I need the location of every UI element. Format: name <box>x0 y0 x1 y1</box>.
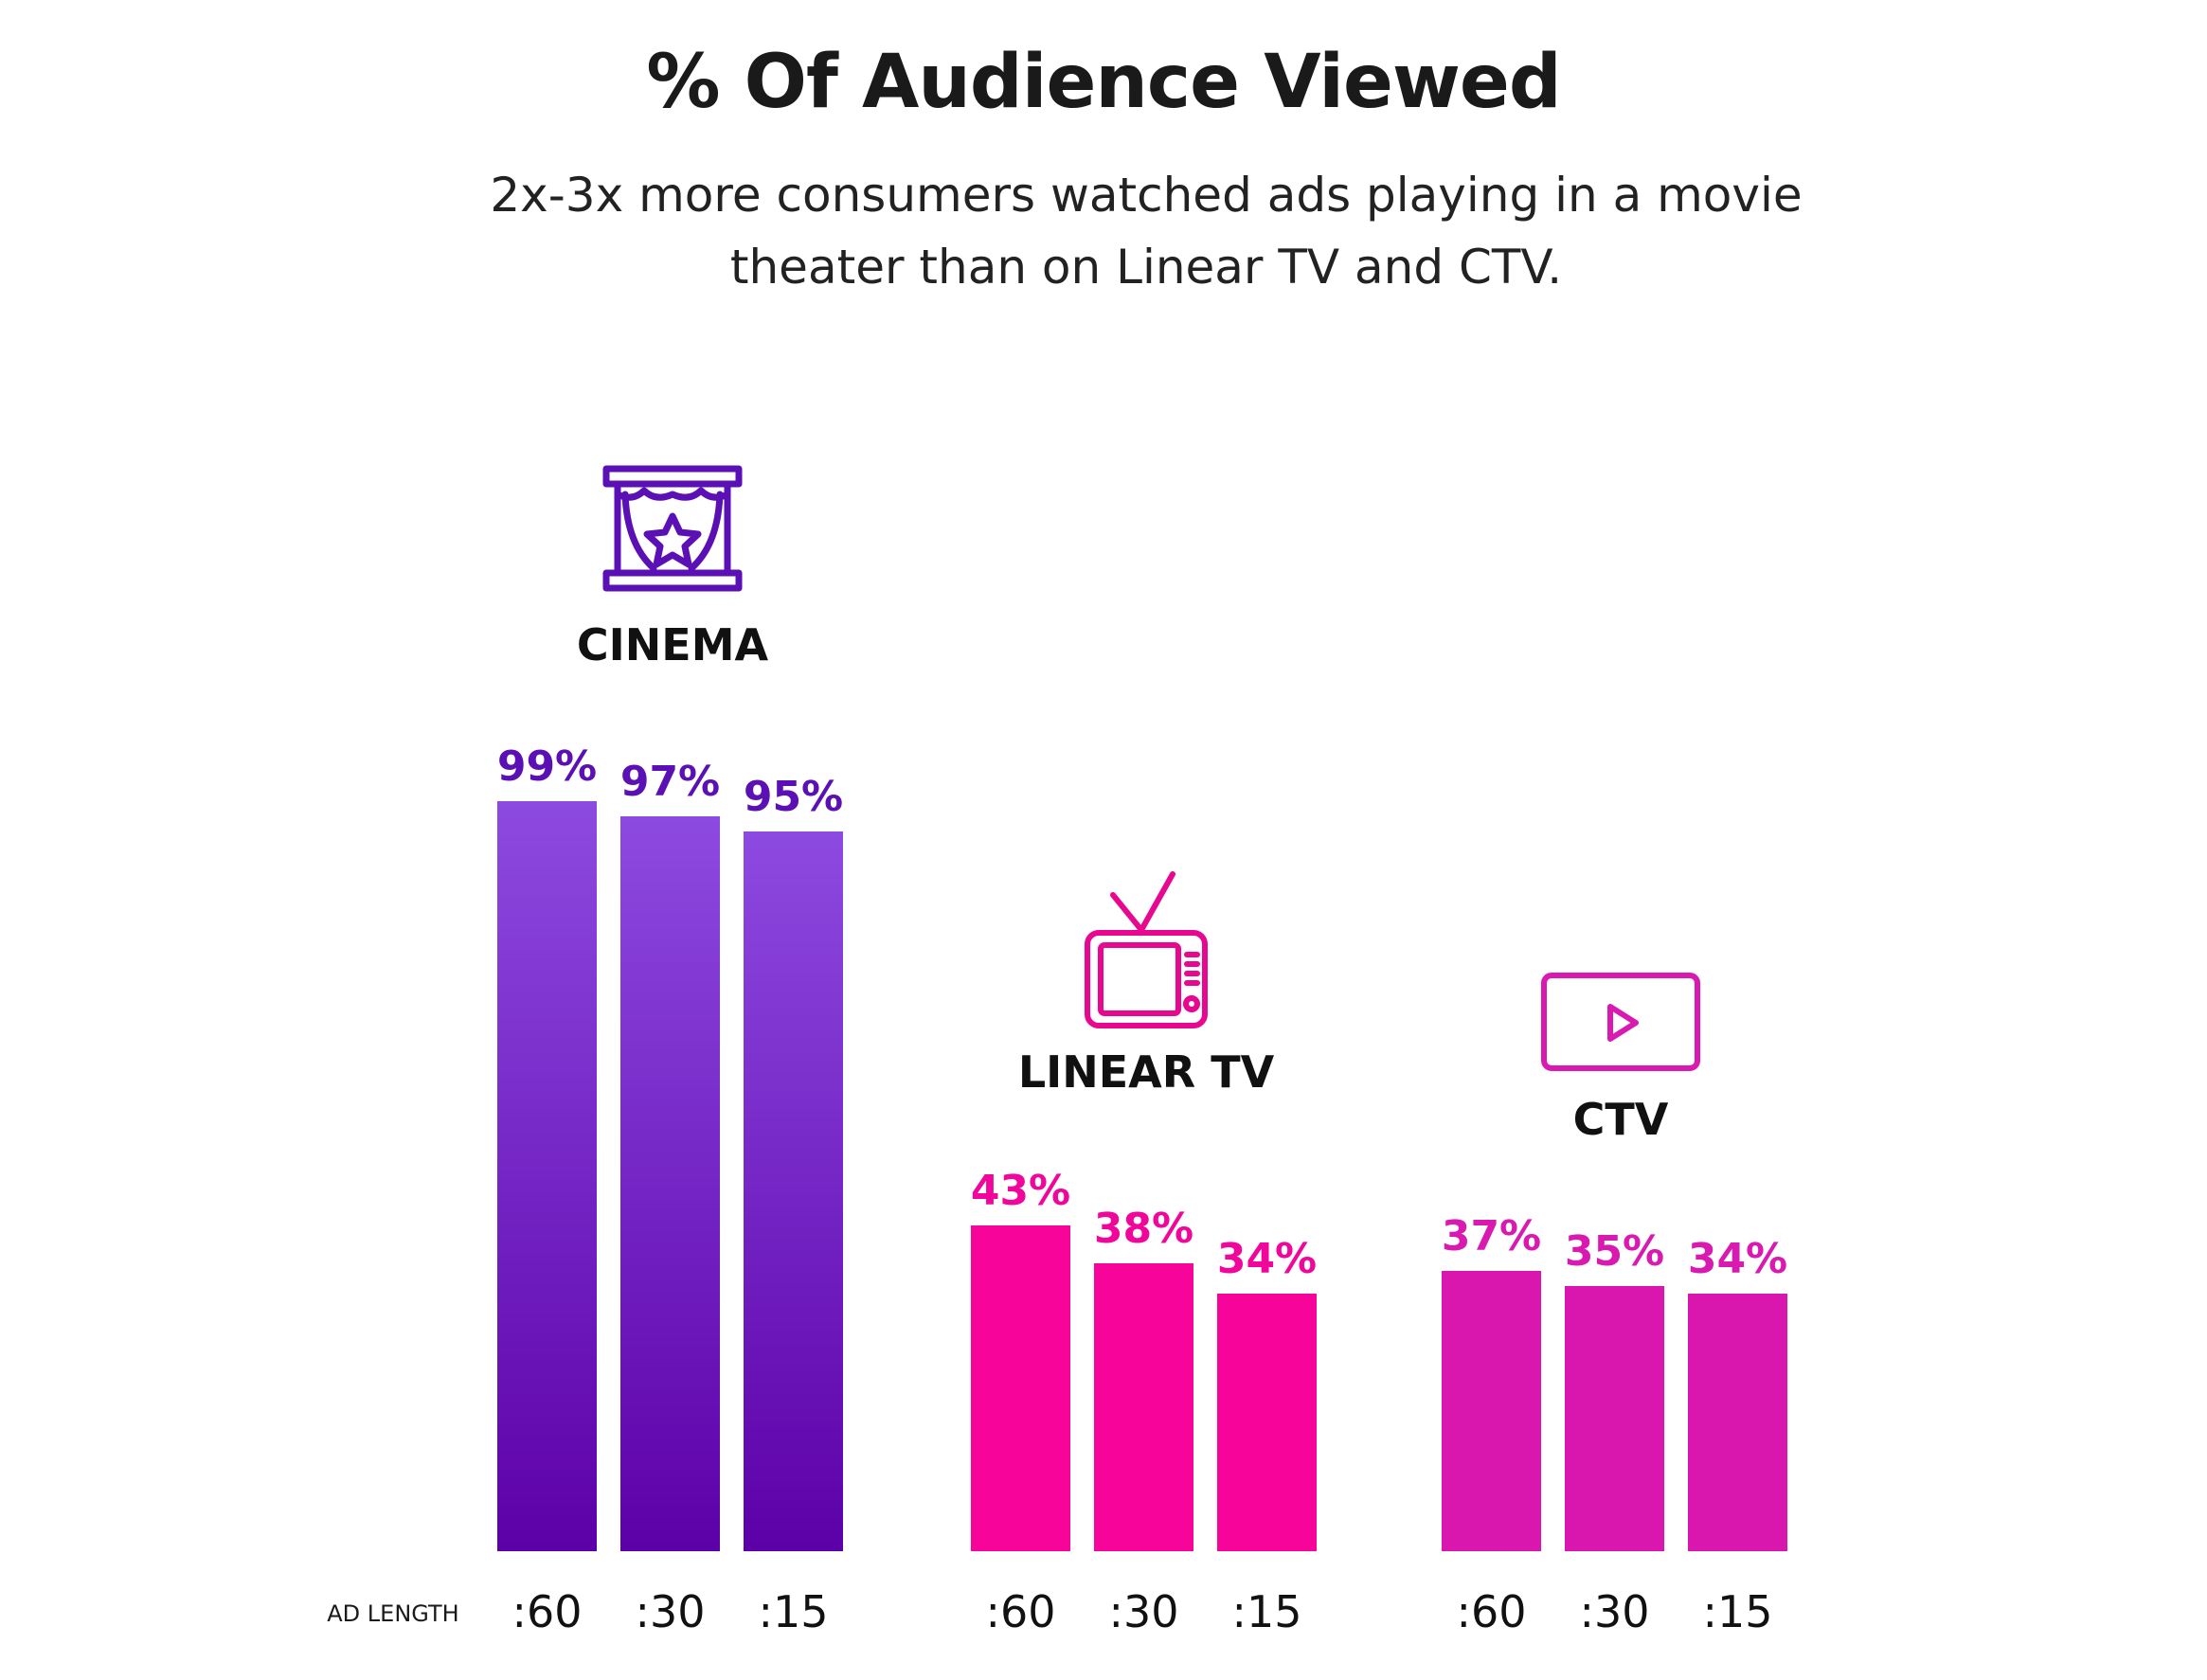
chart-title: % Of Audience Viewed <box>646 40 1561 125</box>
x-tick-label: :60 <box>985 1586 1055 1637</box>
series-title: CINEMA <box>577 619 769 670</box>
data-label: 99% <box>497 742 597 791</box>
data-label: 95% <box>744 773 843 821</box>
x-tick-label: :30 <box>1108 1586 1178 1637</box>
group-cinema: CINEMA 99% :60 97% :30 95% :15 <box>497 619 843 1637</box>
bar <box>971 1225 1070 1551</box>
group-linear-tv: LINEAR TV 43% :60 38% :30 34% :15 <box>971 1046 1317 1637</box>
bar <box>497 801 597 1551</box>
data-label: 97% <box>620 758 720 806</box>
series-title: LINEAR TV <box>1018 1046 1275 1098</box>
theater-icon <box>602 465 743 592</box>
x-tick-label: :60 <box>1456 1586 1526 1637</box>
bar <box>1565 1286 1664 1551</box>
bar <box>1688 1294 1787 1551</box>
x-tick-label: :30 <box>1579 1586 1649 1637</box>
data-label: 38% <box>1094 1205 1193 1253</box>
tv-icon <box>1085 871 1208 1028</box>
x-axis-label: AD LENGTH <box>327 1600 458 1627</box>
x-tick-label: :60 <box>511 1586 582 1637</box>
x-tick-label: :15 <box>1231 1586 1301 1637</box>
x-tick-label: :15 <box>758 1586 828 1637</box>
data-label: 43% <box>971 1167 1070 1215</box>
x-tick-label: :30 <box>635 1586 705 1637</box>
group-ctv: CTV 37% :60 35% :30 34% :15 <box>1442 1094 1787 1637</box>
x-tick-label: :15 <box>1702 1586 1772 1637</box>
data-label: 37% <box>1442 1212 1541 1260</box>
bar <box>744 831 843 1551</box>
data-label: 35% <box>1565 1227 1664 1276</box>
bar <box>620 816 720 1551</box>
play-screen-icon <box>1541 973 1700 1071</box>
series-title: CTV <box>1573 1094 1669 1145</box>
bar <box>1217 1294 1317 1551</box>
data-label: 34% <box>1217 1235 1317 1283</box>
data-label: 34% <box>1688 1235 1787 1283</box>
bar <box>1094 1263 1193 1551</box>
bar <box>1442 1271 1541 1551</box>
chart-subtitle: 2x-3x more consumers watched ads playing… <box>490 168 1803 295</box>
